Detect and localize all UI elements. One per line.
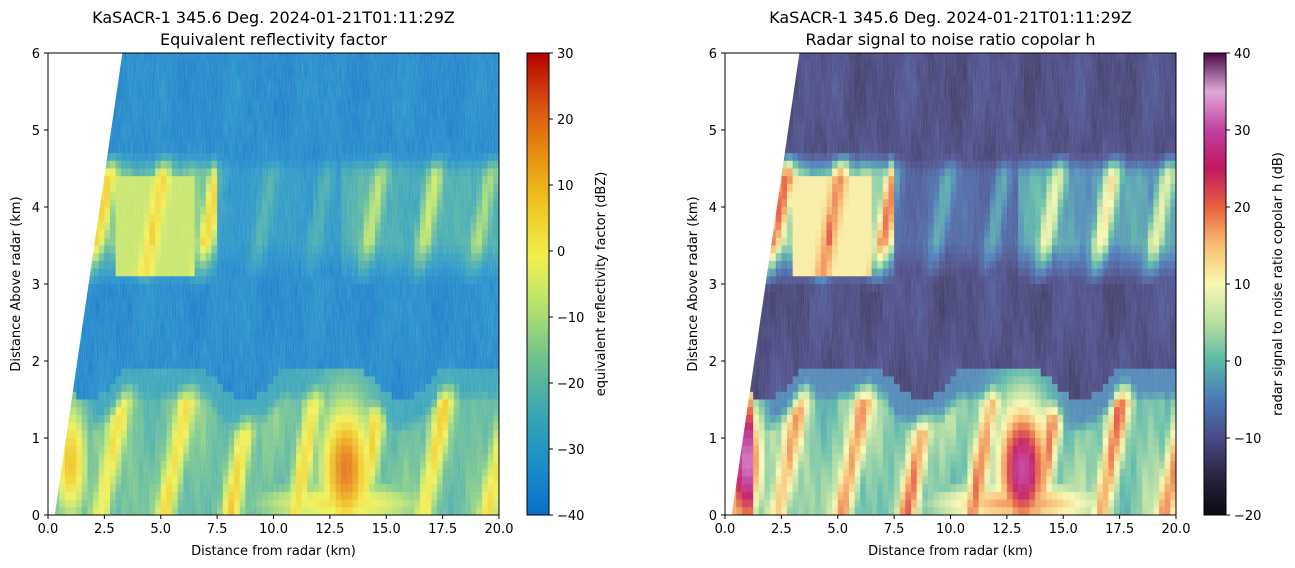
x-axis-label: Distance from radar (km) xyxy=(191,544,356,559)
y-tick-label: 3 xyxy=(32,278,40,293)
colorbar-tick-label: −40 xyxy=(557,509,584,524)
x-tick-label: 12.5 xyxy=(315,522,344,537)
x-tick-label: 15.0 xyxy=(372,522,401,537)
snr-panel: KaSACR-1 345.6 Deg. 2024-01-21T01:11:29Z… xyxy=(686,8,1286,559)
plot-area xyxy=(48,53,499,515)
y-tick-label: 4 xyxy=(32,201,40,216)
colorbar-tick-label: −30 xyxy=(557,443,584,458)
beam-edge-mask xyxy=(48,53,123,515)
y-tick-label: 2 xyxy=(32,355,40,370)
y-axis-label: Distance Above radar (km) xyxy=(9,196,24,371)
speckle-texture xyxy=(48,53,499,515)
colorbar-tick-label: 10 xyxy=(557,179,574,194)
panel-subtitle: Equivalent reflectivity factor xyxy=(160,30,387,49)
colorbar-tick-label: −20 xyxy=(557,377,584,392)
x-tick-label: 17.5 xyxy=(428,522,457,537)
y-tick-label: 6 xyxy=(32,47,40,62)
colorbar-gradient xyxy=(526,52,550,516)
colorbar: 30 20 10 0 −10 −20 −30 −40 equivalent reflectiv… xyxy=(526,47,609,524)
plot-area xyxy=(725,53,1176,515)
x-tick-label: 7.5 xyxy=(207,522,228,537)
y-tick-label: 0 xyxy=(32,509,40,524)
reflectivity-panel: KaSACR-1 345.6 Deg. 2024-01-21T01:11:29Z… xyxy=(9,8,609,559)
y-tick-label: 1 xyxy=(32,432,40,447)
y-axis: 0 1 2 3 4 5 6 xyxy=(32,47,48,524)
colorbar-tick-label: 0 xyxy=(557,245,565,260)
x-tick-label: 10.0 xyxy=(259,522,288,537)
y-tick-label: 5 xyxy=(32,124,40,139)
x-tick-label: 5.0 xyxy=(150,522,171,537)
x-tick-label: 20.0 xyxy=(485,522,514,537)
panel-title: KaSACR-1 345.6 Deg. 2024-01-21T01:11:29Z xyxy=(92,8,455,27)
colorbar-label: equivalent reflectivity factor (dBZ) xyxy=(594,172,609,397)
colorbar-tick-label: 30 xyxy=(557,47,574,62)
colorbar-tick-label: 20 xyxy=(557,113,574,128)
panel-subtitle: Radar signal to noise ratio copolar h xyxy=(806,30,1096,49)
x-tick-label: 2.5 xyxy=(94,522,115,537)
colorbar-ticks: 30 20 10 0 −10 −20 −30 −40 xyxy=(549,47,584,524)
colorbar-tick-label: −10 xyxy=(557,311,584,326)
x-axis: 0.0 2.5 5.0 7.5 10.0 12.5 15.0 17.5 20.0 xyxy=(38,515,514,537)
x-tick-label: 0.0 xyxy=(38,522,59,537)
panel-title: KaSACR-1 345.6 Deg. 2024-01-21T01:11:29Z xyxy=(769,8,1132,27)
